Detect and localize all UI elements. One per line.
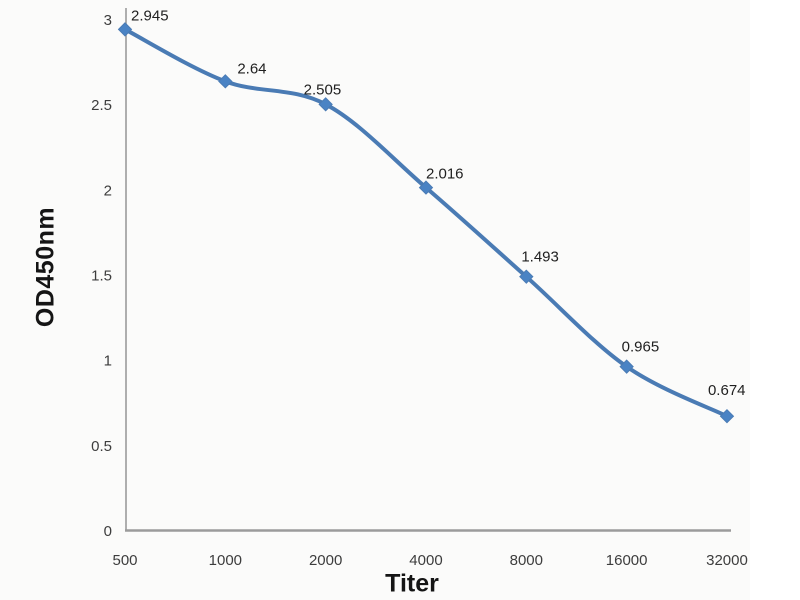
series-line — [123, 27, 729, 419]
data-point-label: 2.945 — [131, 7, 169, 24]
x-tick-label: 4000 — [409, 552, 442, 569]
right-margin — [750, 0, 800, 600]
y-axis-title: OD450nm — [31, 206, 60, 328]
x-tick-label: 2000 — [309, 552, 342, 569]
y-tick-label: 2 — [104, 182, 112, 199]
chart-plot-area: 0 0.5 1 1.5 2 2.5 3 500 1000 2000 4000 8000 16000 320… — [91, 7, 748, 569]
x-tick-label: 500 — [112, 552, 137, 569]
data-point-label: 0.674 — [708, 382, 746, 399]
data-point-label: 2.016 — [426, 166, 464, 183]
data-point-label: 0.965 — [622, 339, 660, 356]
data-point-marker — [117, 22, 133, 37]
y-tick-label: 3 — [104, 12, 112, 29]
y-tick-label: 1.5 — [91, 267, 112, 284]
x-tick-label: 32000 — [706, 552, 748, 569]
data-point-marker — [218, 74, 233, 89]
data-point-marker — [519, 269, 534, 284]
y-tick-label: 2.5 — [91, 97, 112, 114]
data-point-label: 1.493 — [521, 249, 559, 266]
line-chart-figure: 0 0.5 1 1.5 2 2.5 3 500 1000 2000 4000 8000 16000 320… — [31, 7, 748, 598]
data-point-marker — [719, 408, 735, 424]
data-point-label: 2.505 — [304, 81, 342, 98]
data-point-marker — [619, 359, 634, 374]
data-point-label: 2.64 — [237, 60, 266, 77]
x-tick-label: 8000 — [510, 552, 543, 569]
y-tick-label: 1 — [104, 353, 112, 370]
x-tick-label: 1000 — [209, 552, 242, 569]
data-point-marker — [318, 97, 333, 112]
x-axis-title: Titer — [385, 569, 439, 598]
data-point-marker — [418, 180, 434, 195]
x-tick-label: 16000 — [606, 552, 648, 569]
y-tick-label: 0 — [104, 523, 112, 540]
y-tick-label: 0.5 — [91, 438, 112, 455]
